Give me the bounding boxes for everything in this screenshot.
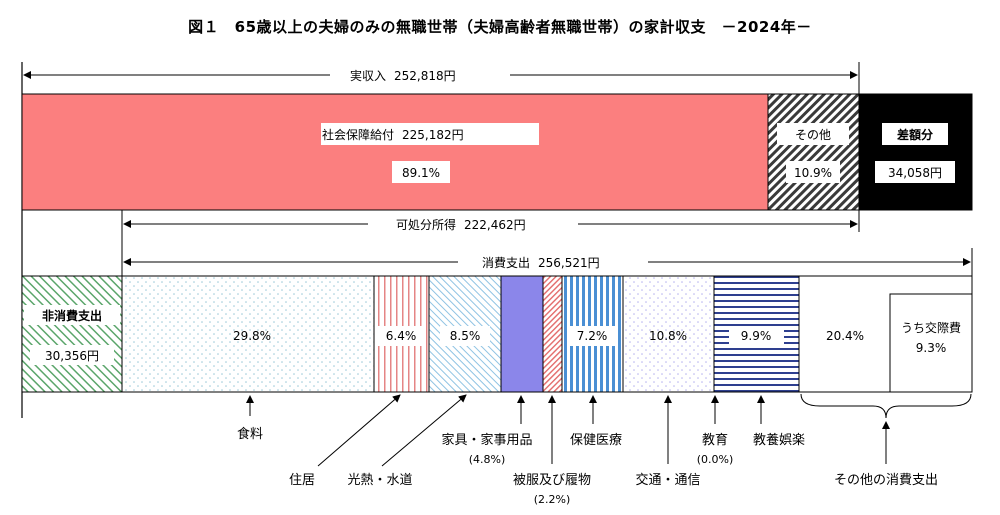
transport-percent: 10.8%	[649, 329, 687, 343]
utilities-label: 光熱・水道	[347, 473, 412, 488]
bar-furniture	[500, 275, 544, 393]
transport-label: 交通・通信	[635, 472, 700, 488]
deficit-amount: 34,058円	[888, 166, 942, 180]
medical-label: 保健医療	[570, 433, 622, 448]
social-security-percent: 89.1%	[402, 166, 440, 180]
furniture-label: 家具・家事用品	[441, 432, 532, 448]
social-security-label: 社会保障給付	[322, 127, 394, 142]
recreation-label: 教養娯楽	[753, 432, 805, 448]
income-total: 252,818円	[394, 69, 456, 83]
deficit-label: 差額分	[896, 127, 933, 142]
social-security-amount: 225,182円	[402, 128, 464, 142]
housing-label: 住居	[289, 473, 315, 488]
clothing-label: 被服及び履物	[513, 473, 591, 488]
entertainment-note-label: うち交際費	[901, 320, 961, 335]
income-bar-social-security	[21, 93, 769, 211]
other-consumption-percent: 20.4%	[826, 329, 864, 343]
housing-pointer	[317, 394, 401, 467]
expenditure-total: 256,521円	[538, 256, 600, 270]
medical-percent: 7.2%	[577, 329, 608, 343]
food-percent: 29.8%	[233, 329, 271, 343]
other-income-label: その他	[795, 128, 831, 142]
non-consumption-amount: 30,356円	[45, 349, 99, 363]
clothing-percent: (2.2%)	[534, 493, 571, 506]
other-consumption-brace	[800, 393, 972, 419]
income-label-bg	[330, 66, 510, 84]
other-consumption-label: その他の消費支出	[834, 473, 938, 488]
expenditure-label: 消費支出	[482, 255, 530, 270]
housing-percent: 6.4%	[386, 329, 417, 343]
income-label: 実収入	[350, 68, 386, 83]
entertainment-note-percent: 9.3%	[916, 341, 947, 355]
recreation-percent: 9.9%	[741, 329, 772, 343]
other-income-percent: 10.9%	[794, 166, 832, 180]
utilities-percent: 8.5%	[450, 329, 481, 343]
income-bar-deficit	[858, 93, 973, 211]
food-label: 食料	[237, 426, 263, 442]
utilities-pointer	[381, 394, 467, 467]
disposable-label: 可処分所得	[396, 217, 456, 232]
income-bar-other	[767, 93, 860, 211]
bar-transport	[622, 275, 715, 393]
bar-non-consumption	[21, 275, 123, 393]
chart-title: 図１ 65歳以上の夫婦のみの無職世帯（夫婦高齢者無職世帯）の家計収支 －2024…	[188, 18, 812, 36]
furniture-percent: (4.8%)	[469, 453, 506, 466]
disposable-value: 222,462円	[464, 218, 526, 232]
bar-clothing	[542, 275, 563, 393]
education-label: 教育	[702, 432, 728, 448]
bar-food	[121, 275, 375, 393]
non-consumption-label: 非消費支出	[42, 308, 102, 323]
education-percent: (0.0%)	[697, 453, 734, 466]
entertainment-note-box	[889, 293, 973, 393]
